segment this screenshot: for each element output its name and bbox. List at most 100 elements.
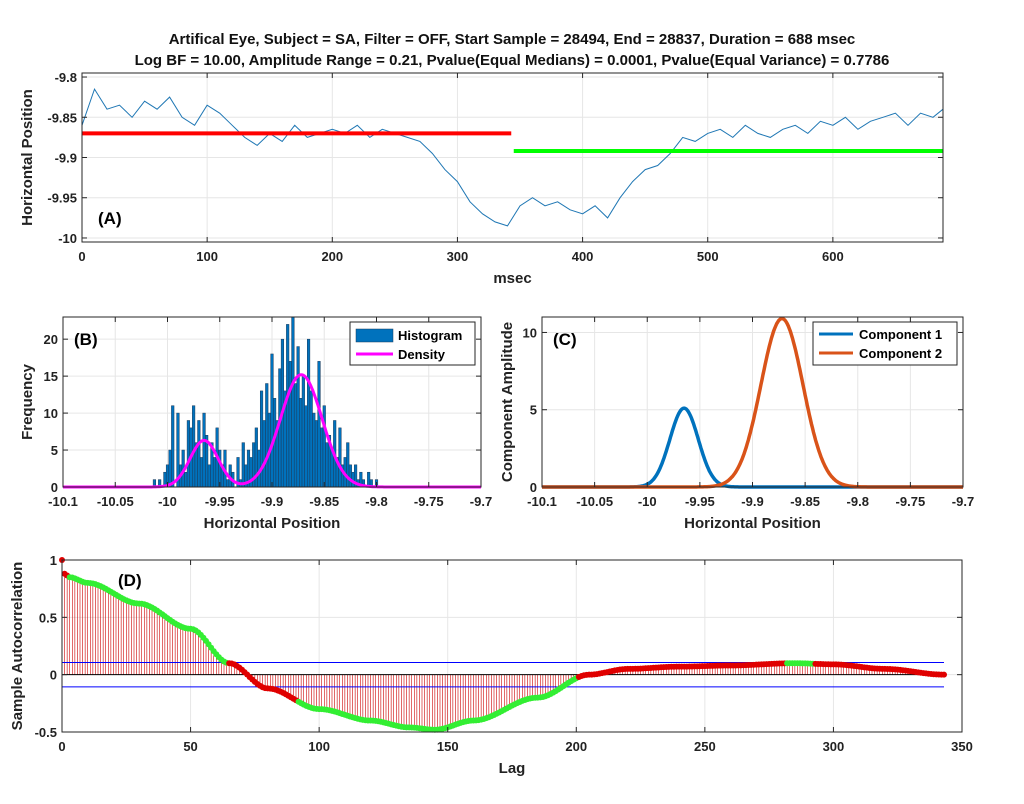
panel-a-x-tick-label: 600 — [822, 249, 844, 264]
histogram-bar — [307, 338, 311, 488]
panel-b-x-tick-label: -10.1 — [48, 494, 78, 509]
histogram-bar — [199, 457, 204, 488]
panel-d-y-tick-label: 0.5 — [39, 610, 57, 625]
panel-a-x-tick-label: 300 — [447, 249, 469, 264]
panel-a-x-tick-label: 200 — [321, 249, 343, 264]
panel-b-x-axis-label: Horizontal Position — [204, 515, 341, 532]
panel-d-y-axis-label: Sample Autocorrelation — [9, 562, 26, 731]
panel-c-y-tick-label: 0 — [530, 480, 537, 495]
panel-b-x-tick-label: -9.9 — [261, 494, 283, 509]
panel-a-x-tick-label: 500 — [697, 249, 719, 264]
panel-a-y-tick-label: -9.9 — [55, 151, 77, 166]
histogram-bar — [212, 457, 217, 488]
panel-b-y-tick-label: 5 — [51, 443, 58, 458]
legend-histogram-swatch — [355, 328, 394, 343]
figure-title-line1: Artifical Eye, Subject = SA, Filter = OF… — [168, 31, 856, 48]
histogram-bar — [293, 383, 298, 488]
panel-d-x-axis-label: Lag — [499, 760, 526, 777]
histogram-bar — [312, 412, 316, 488]
histogram-bar — [320, 427, 324, 488]
panel-d-x-tick-label: 200 — [565, 739, 587, 754]
histogram-bar — [338, 427, 342, 488]
histogram-bar — [288, 361, 292, 488]
histogram-bar — [317, 361, 321, 488]
histogram-bar — [186, 420, 190, 488]
histogram-bar — [202, 412, 206, 488]
histogram-bar — [314, 420, 318, 488]
panel-c-x-tick-label: -10 — [638, 494, 657, 509]
legend-density-label: Density — [398, 347, 446, 362]
panel-c-legend — [812, 321, 958, 366]
panel-c-x-tick-label: -9.7 — [952, 494, 974, 509]
legend-component-1-label: Component 1 — [859, 327, 942, 342]
panel-c-y-tick-label: 10 — [523, 325, 537, 340]
panel-c-x-tick-label: -9.8 — [847, 494, 869, 509]
panel-a-y-tick-label: -9.95 — [47, 191, 77, 206]
panel-b-y-tick-label: 0 — [51, 480, 58, 495]
panel-c-x-tick-label: -10.1 — [527, 494, 557, 509]
panel-a-x-axis-label: msec — [493, 270, 531, 287]
panel-b-label: (B) — [74, 330, 98, 349]
panel-a-y-tick-label: -10 — [58, 231, 77, 246]
panel-d-y-tick-label: 0 — [50, 668, 57, 683]
panel-d-chart: 0 50 100 150 200 250 300 350-0.500.51LagSample … — [9, 553, 973, 777]
panel-c-chart: -10.1 -10.05 -10 -9.95 -9.9 -9.85 -9.8 -9.75 -9.… — [499, 316, 974, 532]
legend-histogram-label: Histogram — [398, 328, 462, 343]
panel-a-chart: 0 100 200 300 400 500 600 -10 -9.95 -9.9 -9.85 -9.8… — [19, 70, 944, 287]
panel-c-y-tick-label: 5 — [530, 403, 537, 418]
figure-title-line2: Log BF = 10.00, Amplitude Range = 0.21, … — [134, 52, 890, 69]
panel-a-y-tick-label: -9.85 — [47, 110, 77, 125]
panel-c-x-tick-label: -9.85 — [790, 494, 820, 509]
histogram-bar — [286, 324, 290, 488]
panel-a-x-tick-label: 0 — [78, 249, 85, 264]
panel-d-axes-box — [61, 559, 963, 733]
panel-b-x-tick-label: -9.8 — [365, 494, 387, 509]
panel-b-y-axis-label: Frequency — [19, 363, 36, 440]
panel-d-y-tick-label: -0.5 — [35, 725, 57, 740]
histogram-bar — [192, 405, 196, 488]
panel-d-x-tick-label: 100 — [308, 739, 330, 754]
panel-d-label: (D) — [118, 571, 142, 590]
histogram-bar — [304, 405, 308, 488]
histogram-bar — [226, 479, 230, 488]
histogram-bar — [330, 449, 334, 488]
histogram-bar — [168, 449, 172, 488]
histogram-bar — [325, 442, 329, 488]
histogram-bar — [262, 420, 266, 488]
panel-b-chart: -10.1 -10.05 -10 -9.95 -9.9 -9.85 -9.8 -9.75 -9.… — [19, 316, 492, 532]
legend-component-2-label: Component 2 — [859, 346, 942, 361]
histogram-bar — [218, 449, 222, 488]
histogram-bar — [299, 398, 303, 488]
histogram-bar — [207, 464, 211, 488]
histogram-bar — [301, 375, 305, 488]
acf-point — [941, 671, 947, 678]
panel-b-y-tick-label: 15 — [44, 369, 58, 384]
histogram-bar — [348, 464, 352, 488]
panel-b-x-tick-label: -10 — [158, 494, 177, 509]
panel-d-x-tick-label: 250 — [694, 739, 716, 754]
panel-a-label: (A) — [98, 209, 122, 228]
histogram-bar — [309, 390, 313, 488]
histogram-bar — [270, 353, 274, 488]
histogram-bar — [265, 383, 269, 488]
panel-d-x-tick-label: 50 — [183, 739, 197, 754]
panel-c-x-axis-label: Horizontal Position — [684, 515, 821, 532]
histogram-bar — [197, 420, 201, 488]
panel-c-x-tick-label: -9.9 — [741, 494, 763, 509]
histogram-bar — [296, 346, 300, 488]
panel-b-x-tick-label: -9.7 — [470, 494, 492, 509]
panel-c-x-tick-label: -9.75 — [896, 494, 926, 509]
panel-b-y-tick-label: 20 — [44, 332, 58, 347]
panel-a-x-tick-label: 400 — [572, 249, 594, 264]
position-trace-line — [81, 87, 944, 227]
panel-a-y-tick-label: -9.8 — [55, 70, 77, 85]
panel-b-y-tick-label: 10 — [44, 406, 58, 421]
panel-c-x-tick-label: -9.95 — [685, 494, 715, 509]
panel-c-x-tick-label: -10.05 — [576, 494, 613, 509]
panel-d-x-tick-label: 150 — [437, 739, 459, 754]
panel-d-x-tick-label: 300 — [823, 739, 845, 754]
panel-b-x-tick-label: -9.85 — [309, 494, 339, 509]
histogram-bar — [171, 405, 175, 488]
panel-d-y-tick-label: 1 — [50, 553, 57, 568]
